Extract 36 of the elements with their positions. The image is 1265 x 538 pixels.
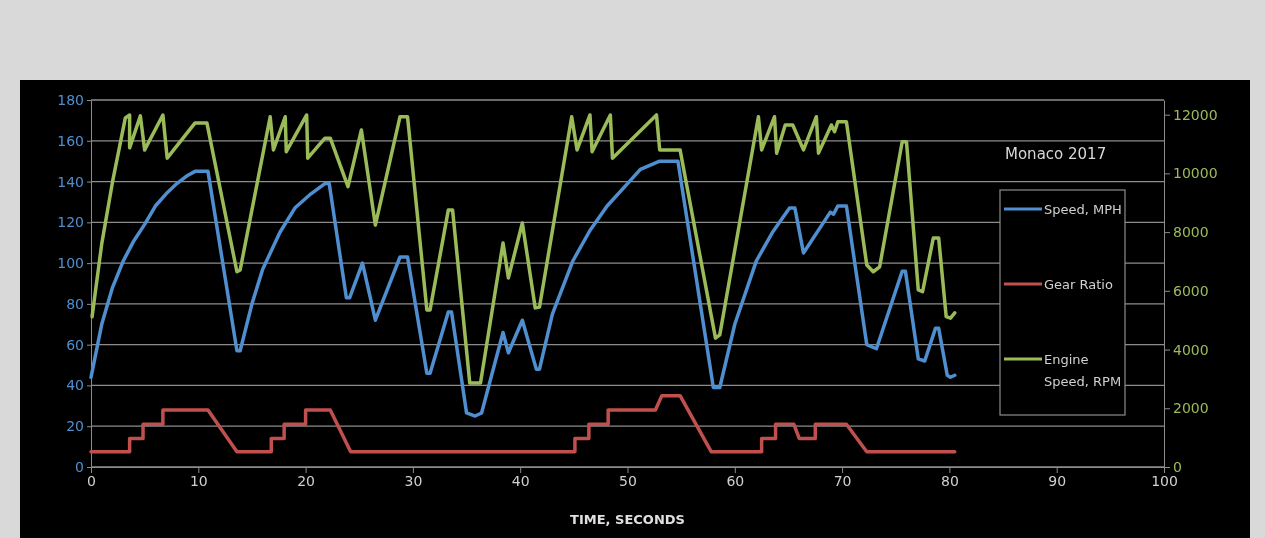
x-tick-label: 60 <box>726 472 745 489</box>
annotation: Monaco 2017 <box>1005 145 1107 163</box>
y-tick-label: 40 <box>66 377 84 394</box>
y-tick-label: 180 <box>57 91 84 108</box>
line-series <box>89 159 957 418</box>
y2-tick-label: 4000 <box>1173 341 1209 358</box>
y-tick-label: 100 <box>57 255 84 272</box>
x-tick-label: 20 <box>297 472 316 489</box>
y2-tick-label: 2000 <box>1173 400 1209 417</box>
y2-tick-label: 0 <box>1173 458 1182 475</box>
y-tick-label: 20 <box>66 418 84 435</box>
y2-tick-label: 12000 <box>1173 106 1218 123</box>
y-tick-label: 160 <box>57 132 84 149</box>
x-tick-label: 40 <box>511 472 530 489</box>
x-tick-label: 80 <box>940 472 959 489</box>
x-axis-title: TIME, SECONDS <box>570 512 685 527</box>
y2-tick-label: 10000 <box>1173 165 1218 182</box>
y-tick-label: 80 <box>66 295 84 312</box>
line-series <box>90 113 957 385</box>
y-tick-label: 140 <box>57 173 84 190</box>
legend-label: Speed, MPH <box>1044 202 1122 217</box>
y2-tick-label: 8000 <box>1173 224 1209 241</box>
legend-label: Gear Ratio <box>1044 277 1113 292</box>
line-series <box>89 393 957 454</box>
legend-label: Engine Speed, RPM <box>1044 352 1122 389</box>
x-tick-label: 30 <box>404 472 423 489</box>
x-tick-label: 70 <box>833 472 852 489</box>
y-tick-label: 0 <box>75 458 84 475</box>
y-tick-label: 60 <box>66 336 84 353</box>
x-tick-label: 90 <box>1048 472 1067 489</box>
x-tick-label: 10 <box>189 472 208 489</box>
x-tick-label: 0 <box>87 472 96 489</box>
x-tick-label: 100 <box>1151 472 1178 489</box>
y-tick-label: 120 <box>57 214 84 231</box>
y2-tick-label: 6000 <box>1173 282 1209 299</box>
x-tick-label: 50 <box>619 472 637 489</box>
